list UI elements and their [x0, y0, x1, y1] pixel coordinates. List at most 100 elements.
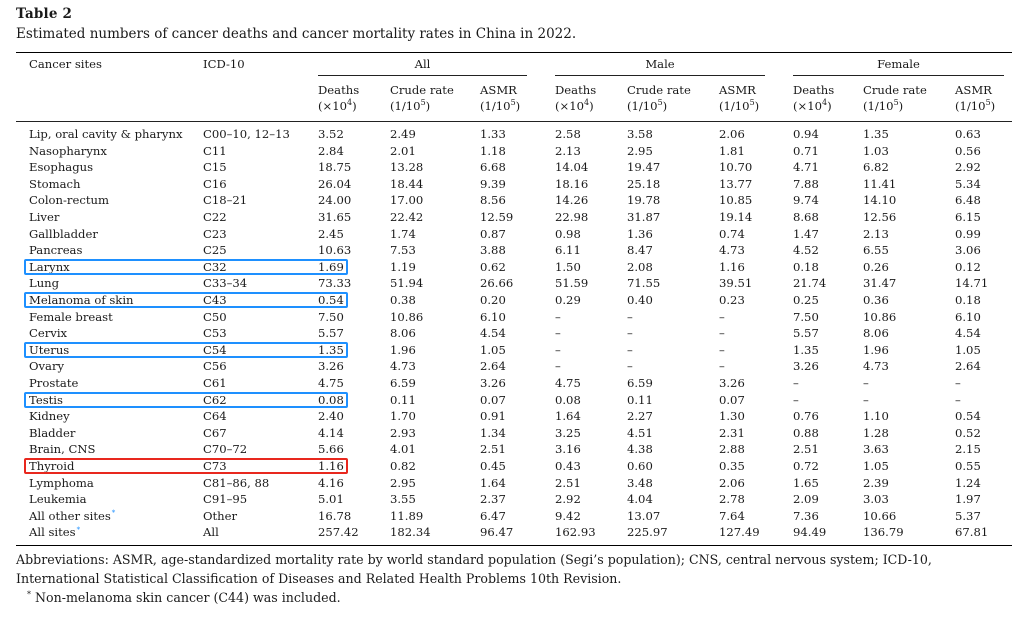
cell-icd10: C15 — [203, 160, 227, 175]
cell-value: 1.10 — [863, 409, 889, 424]
cell-value: – — [719, 342, 725, 357]
cell-value: 0.55 — [955, 459, 981, 473]
subheader-asmr: ASMR — [955, 83, 992, 97]
cell-value: 0.63 — [955, 127, 981, 141]
cell-site: Female breast — [29, 310, 113, 324]
cell-value: 1.30 — [719, 409, 745, 424]
header-icd10: ICD-10 — [203, 57, 245, 71]
cell-value: – — [555, 309, 561, 324]
cell-value: 4.71 — [793, 160, 819, 175]
cell-value: 182.34 — [390, 525, 431, 540]
cell-value: 18.44 — [390, 176, 424, 191]
cell-value: – — [555, 326, 561, 341]
site-name: Kidney — [29, 409, 70, 424]
cell-icd10: C18–21 — [203, 193, 248, 208]
cell-value: 6.59 — [627, 376, 653, 390]
subheader-crude-rate-unit: (1/105) — [627, 99, 667, 114]
cell-value: 0.62 — [480, 259, 506, 274]
cell-icd10: Other — [203, 508, 238, 523]
subheader-asmr-unit: (1/105) — [480, 99, 520, 114]
cell-value: 7.53 — [390, 243, 416, 258]
cell-site: Testis — [29, 393, 63, 407]
cell-value: 1.16 — [318, 459, 344, 473]
site-name: Bladder — [29, 425, 76, 440]
header-rule — [16, 121, 1012, 122]
footnote: * Non-melanoma skin cancer (C44) was inc… — [26, 590, 341, 605]
unit-text: (1/10 — [955, 99, 986, 113]
cell-value: 8.68 — [793, 210, 819, 224]
cell-value: – — [555, 359, 561, 374]
footnote-marker: * — [27, 589, 31, 599]
cell-value: 26.66 — [480, 276, 514, 291]
cell-value: 14.71 — [955, 276, 989, 291]
cell-value: 19.78 — [627, 193, 661, 208]
cell-icd10: C81–86, 88 — [203, 475, 270, 490]
cell-value: 0.36 — [863, 293, 889, 307]
site-name: Cervix — [29, 326, 68, 341]
cell-value: 8.06 — [390, 326, 416, 341]
cell-value: 7.50 — [318, 309, 344, 324]
cell-site: Ovary — [29, 359, 64, 373]
cell-value: 1.97 — [955, 492, 981, 507]
cell-value: 3.26 — [793, 359, 819, 374]
unit-close: ) — [352, 99, 357, 113]
site-name: Lymphoma — [29, 475, 94, 490]
cell-value: 1.81 — [719, 143, 745, 158]
header-group-female: Female — [877, 57, 920, 71]
cell-icd10: C33–34 — [203, 276, 248, 291]
cell-value: – — [627, 309, 633, 324]
site-name: Uterus — [29, 342, 70, 357]
cell-value: 4.14 — [318, 425, 344, 440]
cell-value: 5.66 — [318, 442, 344, 457]
unit-text: (×10 — [555, 99, 584, 113]
cell-value: 3.55 — [390, 492, 416, 507]
highlight-box-blue — [24, 391, 348, 408]
site-name: All other sites — [29, 508, 111, 523]
cell-value: 2.64 — [955, 359, 981, 374]
cell-value: 7.50 — [793, 309, 819, 324]
cell-value: 39.51 — [719, 276, 753, 291]
highlight-box-blue — [24, 341, 348, 358]
cell-site: Prostate — [29, 376, 78, 390]
footnote-mark: * — [111, 508, 116, 517]
cell-value: 1.50 — [555, 259, 581, 274]
cell-value: 6.82 — [863, 160, 889, 175]
cell-value: 5.57 — [318, 326, 344, 341]
unit-exponent: 5 — [657, 98, 663, 108]
cell-value: – — [793, 376, 799, 390]
cell-icd10: C61 — [203, 376, 227, 390]
subheader-crude-rate-unit: (1/105) — [390, 99, 430, 114]
cell-value: 0.38 — [390, 293, 416, 307]
cell-value: 7.36 — [793, 508, 819, 523]
unit-exponent: 5 — [510, 98, 516, 108]
subheader-crude-rate: Crude rate — [390, 83, 454, 97]
cell-value: 1.36 — [627, 226, 653, 241]
cell-value: 1.65 — [793, 475, 819, 490]
cell-value: 2.06 — [719, 475, 745, 490]
cell-site: Lip, oral cavity & pharynx — [29, 127, 183, 141]
table-label: Table 2 — [16, 6, 73, 22]
cell-value: 8.47 — [627, 243, 653, 258]
cell-value: 4.54 — [955, 326, 981, 341]
cell-value: 2.13 — [555, 143, 581, 158]
cell-value: 11.89 — [390, 508, 424, 523]
cell-icd10: C50 — [203, 309, 227, 324]
unit-close: ) — [898, 99, 904, 113]
site-name: Thyroid — [29, 459, 75, 473]
cell-icd10: C91–95 — [203, 492, 248, 507]
unit-close: ) — [990, 99, 996, 113]
cell-icd10: C25 — [203, 243, 227, 258]
cell-value: – — [719, 309, 725, 324]
site-name: Ovary — [29, 359, 65, 374]
cell-value: 0.11 — [627, 392, 653, 407]
cell-value: 0.45 — [480, 459, 506, 473]
cell-icd10: C43 — [203, 293, 227, 307]
cell-value: – — [955, 376, 961, 390]
site-name: Pancreas — [29, 243, 83, 258]
cell-value: 0.99 — [955, 226, 981, 241]
subheader-deaths: Deaths — [318, 83, 360, 97]
cell-value: 4.73 — [390, 359, 416, 374]
unit-text: (1/10 — [627, 99, 658, 113]
cell-value: 1.19 — [390, 259, 416, 274]
cell-value: 9.39 — [480, 176, 506, 191]
